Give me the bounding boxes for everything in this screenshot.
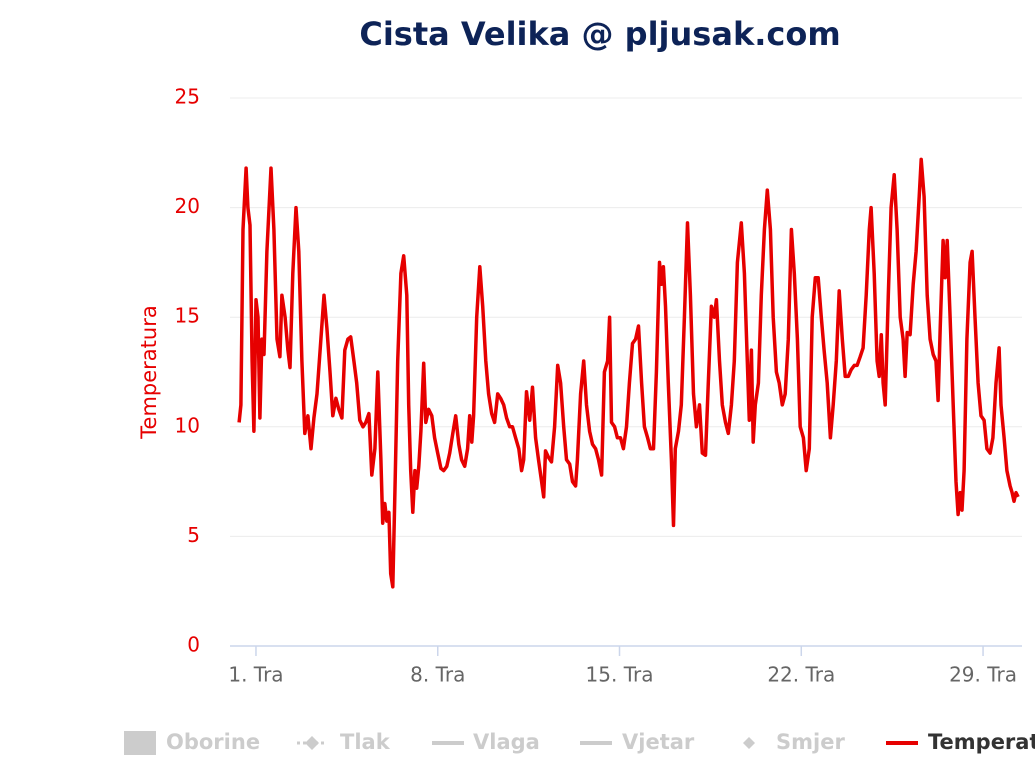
legend-symbol xyxy=(124,731,156,755)
y-tick-label: 10 xyxy=(175,413,200,437)
x-tick-label: 1. Tra xyxy=(228,663,283,687)
y-tick-label: 15 xyxy=(175,304,200,328)
legend-label[interactable]: Vlaga xyxy=(473,730,540,754)
chart-title: Cista Velika @ pljusak.com xyxy=(359,15,840,53)
y-tick-label: 25 xyxy=(175,85,200,109)
temperature-line xyxy=(237,157,1020,589)
legend-label[interactable]: Oborine xyxy=(166,730,260,754)
legend-symbol xyxy=(743,737,755,749)
x-tick-label: 8. Tra xyxy=(410,663,465,687)
legend-label[interactable]: Tlak xyxy=(340,730,391,754)
x-tick-label: 22. Tra xyxy=(767,663,835,687)
y-tick-label: 20 xyxy=(175,194,200,218)
legend-label[interactable]: Vjetar xyxy=(622,730,695,754)
y-tick-label: 0 xyxy=(187,633,200,657)
legend-label[interactable]: Temperatura xyxy=(928,730,1035,754)
y-axis-title: Temperatura xyxy=(137,305,161,439)
y-tick-label: 5 xyxy=(187,523,200,547)
legend-label[interactable]: Smjer xyxy=(776,730,845,754)
x-tick-label: 15. Tra xyxy=(586,663,654,687)
legend-symbol xyxy=(305,736,319,750)
x-tick-label: 29. Tra xyxy=(949,663,1017,687)
